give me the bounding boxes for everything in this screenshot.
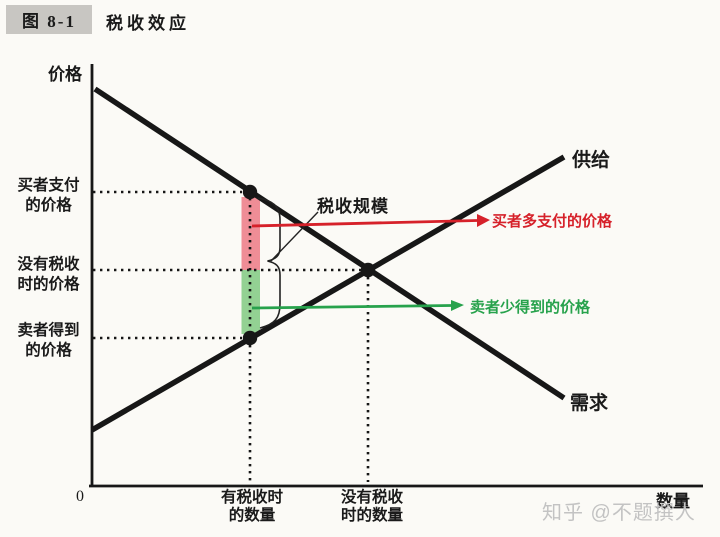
seller-price-label: 卖者得到 的价格 (10, 321, 87, 361)
buyer-price-point (242, 184, 258, 200)
quantity-with-tax-line1: 有税收时 (220, 489, 283, 506)
equilibrium-point (360, 262, 376, 278)
y-axis-label: 价格 (48, 65, 82, 84)
supply-curve-label: 供给 (572, 150, 611, 171)
quantity-without-tax-label: 没有税收 时的数量 (324, 489, 420, 525)
seller-less-arrow-line (251, 304, 452, 310)
seller-price-label-line2: 的价格 (25, 342, 72, 359)
no-tax-price-label-line1: 没有税收 (17, 256, 80, 273)
x-axis-label: 数量 (656, 492, 690, 511)
buyer-price-label-line1: 买者支付 (17, 177, 80, 194)
buyer-extra-arrow-line (251, 219, 478, 228)
seller-less-arrowhead (451, 300, 464, 311)
buyer-extra-arrowhead (477, 214, 490, 227)
seller-less-label: 卖者少得到的价格 (470, 300, 591, 316)
origin-label: 0 (76, 488, 84, 505)
quantity-without-tax-line2: 时的数量 (340, 507, 403, 524)
buyer-price-label-line2: 的价格 (25, 197, 72, 214)
seller-price-point (242, 330, 258, 346)
quantity-with-tax-line2: 的数量 (228, 507, 276, 524)
demand-curve (93, 86, 566, 401)
demand-curve-label: 需求 (570, 393, 609, 414)
tax-size-label: 税收规模 (317, 197, 389, 216)
dotted-guides (93, 190, 370, 482)
tax-wedge-seller-band (241, 270, 260, 334)
tax-size-brace (257, 197, 281, 329)
supply-curve (90, 154, 566, 433)
figure-tag: 图 8-1 (6, 5, 92, 34)
quantity-without-tax-line1: 没有税收 (340, 489, 403, 506)
seller-price-label-line1: 卖者得到 (17, 322, 80, 339)
figure-title: 税收效应 (106, 14, 190, 33)
no-tax-price-label: 没有税收 时的价格 (10, 255, 87, 295)
quantity-with-tax-label: 有税收时 的数量 (204, 489, 300, 525)
buyer-extra-label: 买者多支付的价格 (492, 214, 613, 230)
watermark-text: 知乎 @不题撰人 (542, 502, 696, 524)
no-tax-price-label-line2: 时的价格 (17, 276, 80, 293)
tax-size-callout-line (270, 211, 319, 262)
buyer-price-label: 买者支付 的价格 (10, 176, 87, 216)
